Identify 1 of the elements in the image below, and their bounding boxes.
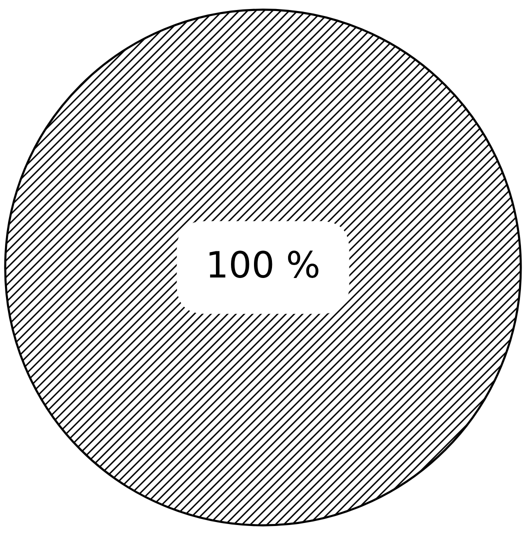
data-label: 100 %: [210, 250, 318, 278]
